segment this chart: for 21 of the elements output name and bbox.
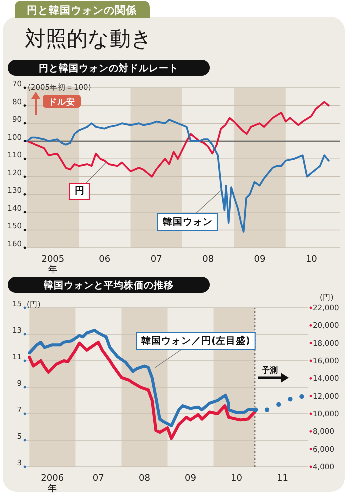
chart-title: 韓国ウォンと平均株価の推移 bbox=[44, 280, 174, 292]
x-tick-label: 07 bbox=[92, 474, 104, 484]
x-tick-label: 2005 年 bbox=[42, 255, 65, 276]
x-tick-label: 08 bbox=[139, 474, 151, 484]
text: 円と韓国ウォンの関係 bbox=[27, 4, 138, 17]
annotation: ドル安 bbox=[48, 97, 76, 108]
x-tick-label: 07 bbox=[150, 255, 162, 265]
x-tick-label: 09 bbox=[184, 474, 197, 484]
text: 対照的な動き bbox=[25, 27, 153, 51]
text: 韓国ウォン／円(左目盛) bbox=[142, 335, 250, 347]
series-label: 円 bbox=[75, 186, 85, 197]
series-label: 韓国ウォン bbox=[163, 216, 213, 228]
x-tick-label: 09 bbox=[254, 255, 266, 265]
x-tick-label: 06 bbox=[99, 255, 111, 265]
annotation: 予測 bbox=[261, 366, 278, 375]
x-tick-label: 10 bbox=[306, 255, 318, 265]
x-tick-label: 11 bbox=[277, 474, 289, 484]
x-tick-label: 2006 年 bbox=[41, 474, 64, 494]
x-tick-label: 10 bbox=[231, 474, 243, 484]
x-tick-label: 08 bbox=[202, 255, 214, 265]
chart-title: 円と韓国ウォンの対ドルレート bbox=[39, 62, 179, 74]
